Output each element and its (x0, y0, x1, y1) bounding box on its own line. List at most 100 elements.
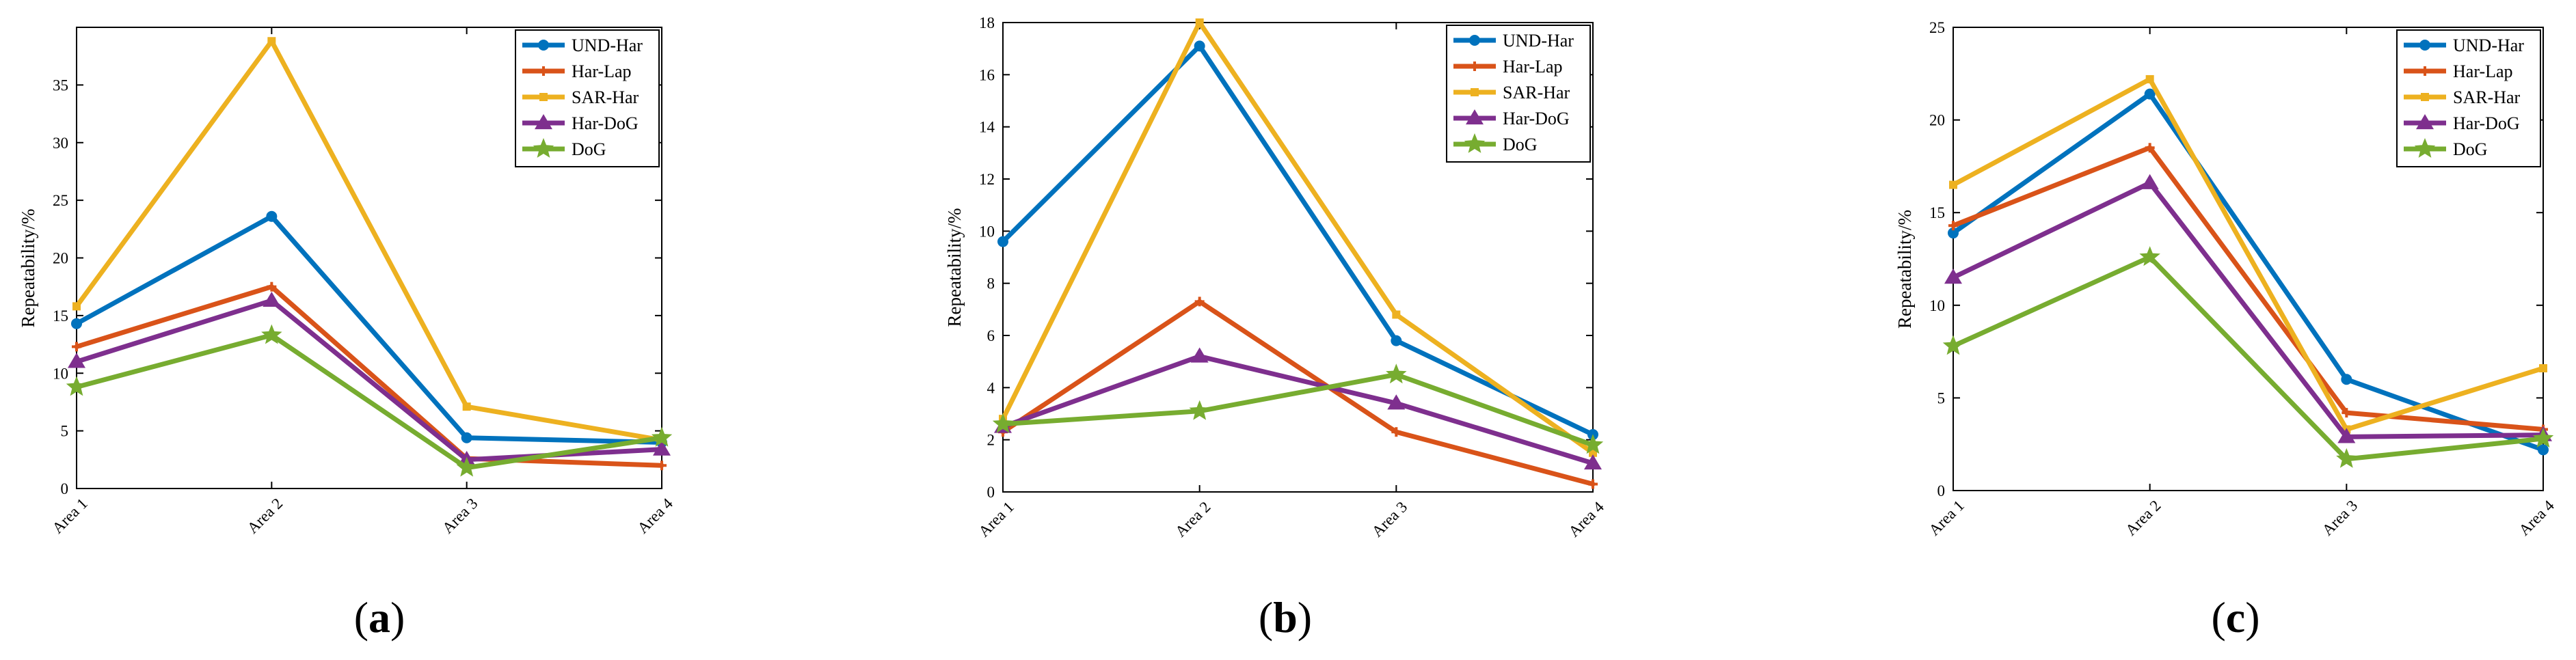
legend-marker (1471, 88, 1479, 96)
legend-label: SAR-Har (1503, 83, 1570, 102)
y-tick-label: 6 (987, 327, 995, 344)
legend-item: Har-Lap (2404, 61, 2513, 81)
data-point (2532, 428, 2554, 448)
data-point (2141, 174, 2159, 189)
data-point (266, 210, 278, 222)
data-point (1189, 400, 1210, 420)
y-tick-label: 10 (53, 365, 68, 382)
data-point (2139, 246, 2160, 266)
x-tick-label: Area 4 (2515, 497, 2558, 539)
legend-item: UND-Har (522, 36, 643, 55)
data-point (2145, 143, 2155, 153)
data-point (72, 302, 81, 311)
data-point (1194, 40, 1205, 52)
data-point (997, 236, 1008, 247)
data-point (2341, 374, 2352, 385)
y-tick-label: 4 (987, 379, 995, 396)
data-point (66, 376, 88, 396)
panel-caption: (a) (354, 593, 405, 642)
chart-panel-c: 0 5 10 15 20 25 Area 1 Area 2 Area 3 Area 4 Repeat… (1894, 19, 2558, 642)
caption-close: ) (1298, 593, 1312, 642)
x-tick-label: Area 2 (1172, 498, 1213, 540)
legend-label: Har-DoG (572, 113, 639, 133)
legend-label: SAR-Har (2453, 87, 2521, 107)
y-tick-label: 20 (1929, 112, 1945, 129)
y-tick-label: 12 (979, 171, 995, 188)
series-line (74, 284, 665, 468)
legend-label: Har-DoG (1503, 109, 1570, 128)
y-tick-label: 30 (53, 135, 68, 152)
legend-item: Har-DoG (1453, 109, 1570, 128)
series-und-har (1948, 88, 2549, 456)
y-tick-label: 35 (53, 77, 68, 94)
legend-item: DoG (522, 138, 606, 159)
series-line (74, 214, 665, 445)
legend: UND-Har Har-Lap SAR-Har Har-DoG DoG (1446, 25, 1591, 163)
legend-marker (538, 40, 549, 51)
panel-caption: (c) (2211, 593, 2259, 642)
x-tick-label: Area 3 (2319, 497, 2361, 538)
data-point (1942, 335, 1964, 355)
y-tick-label: 2 (987, 432, 995, 449)
caption-close: ) (2245, 593, 2259, 642)
series-dog (66, 324, 673, 477)
legend-item: Har-Lap (1453, 57, 1563, 77)
legend-label: Har-Lap (572, 61, 632, 81)
caption-open: ( (2211, 593, 2225, 642)
y-tick-label: 10 (1929, 297, 1945, 314)
legend-marker (1470, 61, 1479, 71)
series-dog (1942, 246, 2554, 468)
series-line (74, 333, 665, 471)
series-line (1950, 180, 2546, 439)
legend-item: SAR-Har (522, 87, 639, 107)
legend-label: Har-Lap (1503, 57, 1563, 77)
legend-item: DoG (1453, 133, 1538, 154)
series-und-har (997, 40, 1598, 441)
chart-panel-a: 0 5 10 15 20 25 30 35 Area 1 Area 2 Area 3 Area 4 Re… (18, 27, 676, 642)
series-dog (992, 363, 1604, 454)
data-point (263, 291, 281, 307)
data-point (992, 413, 1014, 433)
legend: UND-Har Har-Lap SAR-Har Har-DoG DoG (515, 29, 660, 167)
x-tick-label: Area 2 (244, 495, 286, 536)
data-point (657, 460, 667, 471)
x-tick-label: Area 2 (2122, 497, 2164, 538)
y-tick-label: 15 (1929, 204, 1945, 221)
data-point (2539, 364, 2547, 373)
legend-marker (1469, 35, 1480, 46)
legend-label: DoG (1503, 135, 1538, 154)
data-point (2342, 408, 2352, 418)
data-point (462, 402, 471, 411)
legend-label: SAR-Har (572, 87, 639, 107)
data-point (456, 456, 477, 477)
y-tick-label: 14 (979, 119, 995, 136)
y-tick-label: 0 (987, 484, 995, 501)
data-point (261, 324, 282, 344)
series-line (1950, 92, 2546, 452)
caption-letter: c (2226, 593, 2245, 642)
series-line (1000, 354, 1596, 466)
data-point (1582, 434, 1604, 454)
legend-item: SAR-Har (2404, 87, 2521, 107)
data-point (72, 342, 81, 352)
y-tick-label: 0 (1937, 482, 1946, 499)
caption-letter: b (1273, 593, 1298, 642)
legend-item: Har-DoG (2404, 113, 2520, 133)
data-point (2144, 88, 2156, 100)
data-point (1190, 347, 1209, 363)
data-point (2336, 448, 2357, 468)
legend-marker (1466, 109, 1484, 125)
series-line (1000, 372, 1596, 448)
y-tick-label: 5 (61, 423, 69, 440)
data-point (1387, 394, 1406, 410)
data-point (2337, 428, 2356, 443)
data-point (1584, 454, 1602, 470)
legend-item: Har-Lap (522, 61, 632, 81)
legend-label: UND-Har (2453, 36, 2524, 55)
data-point (651, 426, 673, 447)
y-tick-label: 0 (61, 480, 69, 497)
legend-label: UND-Har (1503, 31, 1574, 51)
y-tick-label: 8 (987, 275, 995, 292)
x-tick-label: Area 3 (1369, 498, 1410, 540)
